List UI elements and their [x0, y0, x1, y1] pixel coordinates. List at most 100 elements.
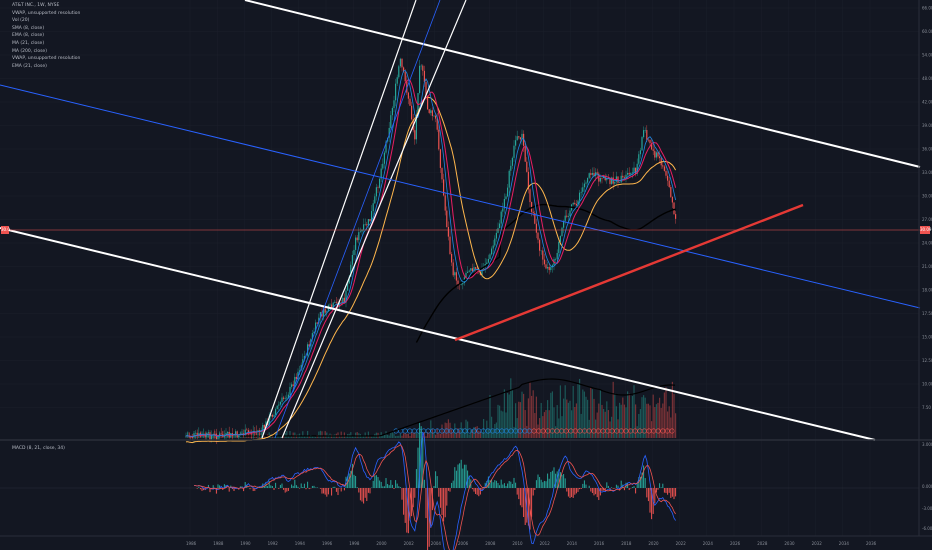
macd-hist-bar [267, 486, 269, 488]
candle-body [409, 98, 411, 106]
volume-bar [279, 436, 281, 438]
volume-bar [307, 430, 309, 438]
macd-hist-bar [239, 486, 241, 488]
macd-hist-bar [601, 488, 603, 492]
volume-bar [390, 431, 392, 438]
candle-body [580, 191, 582, 193]
candle-body [198, 433, 200, 436]
macd-hist-bar [646, 488, 648, 498]
volume-bar [371, 436, 373, 438]
volume-bar [545, 410, 547, 438]
indicator-vwap-2[interactable]: VWAP, unsupported resolution [12, 56, 81, 62]
trendline-blue-long[interactable] [0, 84, 921, 309]
candle-body [471, 268, 473, 272]
volume-bar [543, 412, 545, 438]
macd-hist-bar [215, 488, 217, 494]
candle-body [455, 272, 457, 281]
candle-body [527, 171, 529, 190]
candle-body [323, 308, 325, 317]
trendline-white-steep-right[interactable] [281, 0, 467, 439]
volume-bar [487, 429, 489, 438]
volume-bar [414, 432, 416, 438]
volume-bar [639, 409, 641, 438]
macd-hist-bar [419, 422, 421, 488]
symbol-title[interactable]: AT&T INC., 1W, NYSE [12, 3, 60, 8]
price-tick-label: 36.00 [922, 147, 932, 152]
volume-bar [633, 385, 635, 438]
volume-bars [185, 378, 677, 438]
volume-bar [580, 413, 582, 438]
price-axis[interactable]: 66.00 60.00 54.00 48.00 42.00 39.00 36.00 33.00… [922, 6, 932, 411]
trendline-red-support[interactable] [454, 203, 804, 342]
indicator-ma21[interactable]: MA (21, close) [12, 40, 45, 46]
volume-bar [583, 391, 585, 438]
macd-hist-bar [547, 473, 549, 488]
volume-bar [369, 435, 371, 438]
volume-bar [468, 434, 470, 438]
macd-hist-bar [523, 488, 525, 517]
candle-body [652, 149, 654, 151]
candle-body [423, 70, 425, 83]
macd-hist-bar [500, 479, 502, 488]
trendline-white-steep-left[interactable] [261, 0, 417, 439]
volume-bar [382, 435, 384, 438]
volume-bar [646, 403, 648, 438]
candle-body [270, 414, 272, 417]
volume-bar [635, 404, 637, 438]
macd-hist-bar [590, 488, 592, 492]
macd-hist-bar [244, 482, 246, 488]
macd-hist-bar [412, 488, 414, 508]
macd-hist-bar [263, 486, 265, 488]
time-tick-label: 2034 [839, 541, 850, 546]
macd-legend[interactable]: MACD (8, 21, close, 34) [12, 446, 65, 451]
volume-marker [407, 428, 413, 434]
indicator-sma8[interactable]: SMA (8, close) [12, 25, 45, 31]
trendline-blue-steep[interactable] [274, 0, 441, 439]
indicator-ema21[interactable]: EMA (21, close) [12, 63, 47, 69]
indicator-ema8[interactable]: EMA (8, close) [12, 33, 45, 39]
macd-hist-bar [583, 480, 585, 488]
candle-body [441, 167, 443, 180]
indicator-vol[interactable]: Vol (20) [12, 18, 30, 24]
candle-body [561, 227, 563, 237]
macd-hist-bar [297, 486, 299, 488]
candle-body [539, 239, 541, 251]
macd-hist-bar [439, 488, 441, 508]
volume-bar [489, 395, 491, 438]
macd-hist-bar [657, 488, 659, 490]
macd-hist-bar [319, 488, 321, 489]
macd-hist-bar [231, 488, 233, 490]
macd-tick-label: -6.0000 [922, 526, 932, 531]
indicator-ma200[interactable]: MA (200, close) [12, 48, 47, 54]
volume-bar [611, 416, 613, 438]
volume-bar [385, 431, 387, 438]
time-tick-label: 1998 [349, 541, 360, 546]
volume-bar [375, 432, 377, 438]
candle-body [308, 344, 310, 347]
candle-body [217, 436, 219, 440]
macd-hist-bar [324, 488, 326, 495]
trendline-white-bottom[interactable] [0, 227, 876, 441]
trendline-white-top[interactable] [244, 0, 921, 168]
macd-axis[interactable]: 3.0000 0.0000 -3.0000 -6.0000 [922, 442, 932, 531]
candle-body [390, 115, 392, 128]
macd-hist-bar [303, 483, 305, 488]
candle-body [515, 140, 517, 146]
time-axis[interactable]: 1986 1988 1990 1992 1994 1996 1998 2000 2002 2004… [186, 541, 877, 546]
candle-body [662, 165, 664, 167]
macd-hist-bar [422, 437, 424, 488]
indicator-vwap-1[interactable]: VWAP, unsupported resolution [12, 10, 81, 16]
macd-hist-bar [659, 483, 661, 488]
volume-bar [345, 436, 347, 438]
candle-body [575, 203, 577, 206]
volume-bar [622, 397, 624, 438]
candle-body [529, 189, 531, 203]
volume-bar [454, 423, 456, 438]
macd-hist-bar [585, 484, 587, 488]
candle-body [633, 167, 635, 173]
price-tick-label: 7.50 [922, 405, 931, 410]
macd-hist-bar [639, 476, 641, 488]
candle-body [273, 414, 275, 417]
candle-body [535, 223, 537, 233]
